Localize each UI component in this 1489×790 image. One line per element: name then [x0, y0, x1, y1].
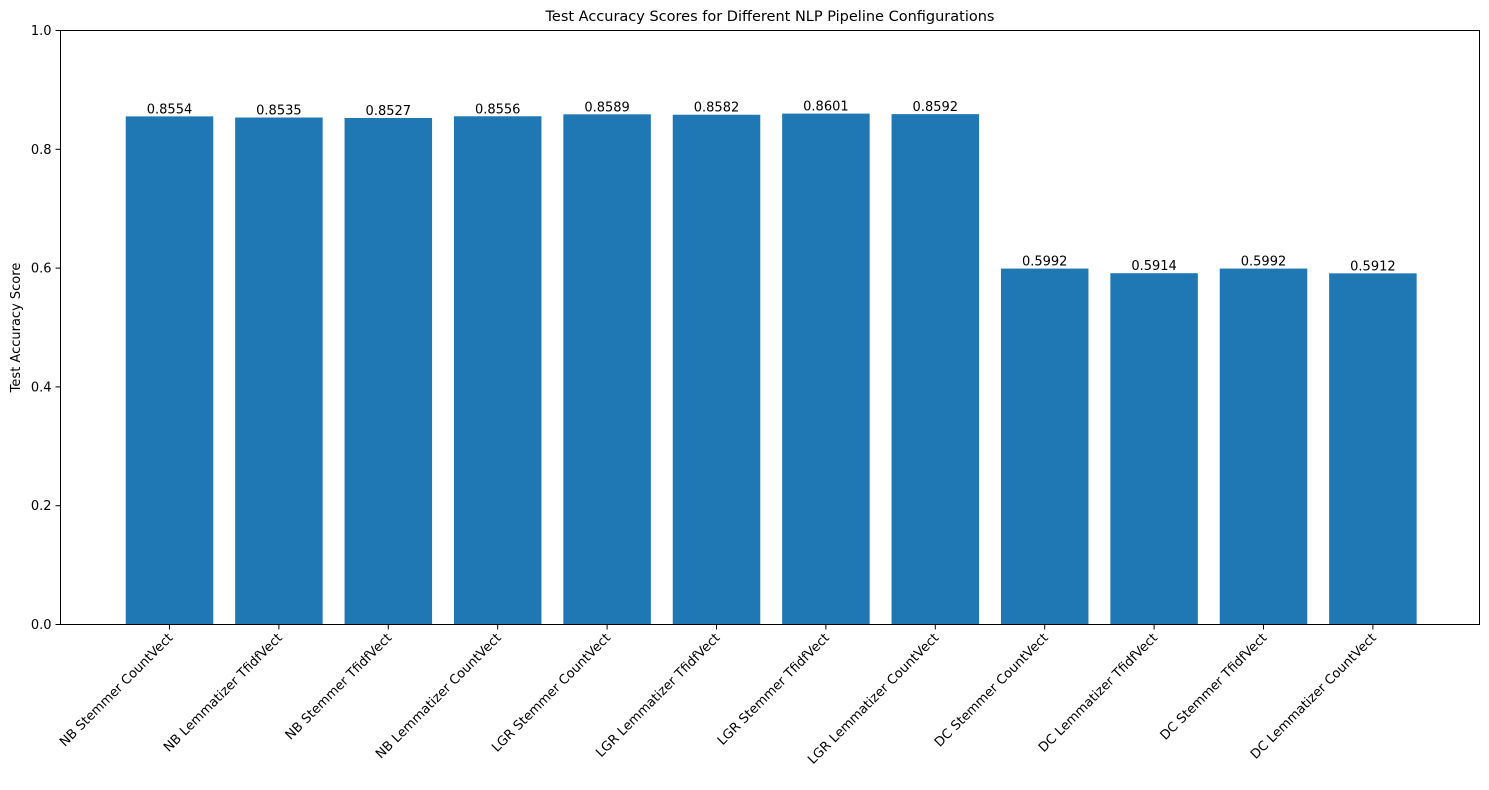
chart-title: Test Accuracy Scores for Different NLP P…	[545, 9, 995, 25]
bar	[453, 116, 542, 625]
x-tick-label: NB Lemmatizer CountVect	[373, 631, 504, 762]
bar	[782, 113, 870, 625]
bar-value-label: 0.5992	[1022, 255, 1068, 270]
y-tick-label: 0.6	[31, 262, 52, 277]
y-tick-label: 0.2	[31, 499, 52, 514]
bar-value-label: 0.8592	[913, 100, 959, 115]
y-axis-label: Test Accuracy Score	[9, 263, 24, 394]
x-tick-label: DC Lemmatizer TfidfVect	[1036, 631, 1161, 756]
bar-value-label: 0.8582	[694, 101, 740, 116]
bar-value-label: 0.8527	[366, 104, 412, 119]
value-labels-group: 0.8554 0.8535 0.8527 0.8556 0.8589 0.8582 0.86…	[147, 100, 1396, 275]
bars-group	[125, 113, 1417, 625]
y-tick-label: 1.0	[31, 24, 52, 39]
bar-value-label: 0.8535	[256, 104, 302, 119]
bar	[1000, 268, 1089, 625]
bar-value-label: 0.5912	[1350, 259, 1396, 274]
bar	[891, 114, 980, 625]
bar-value-label: 0.8601	[803, 100, 849, 115]
y-axis: 0.0 0.2 0.4 0.6 0.8 1.0	[31, 24, 61, 633]
x-tick-label: LGR Stemmer TfidfVect	[715, 631, 833, 749]
bar	[1329, 273, 1417, 625]
bar-value-label: 0.5914	[1131, 259, 1177, 274]
x-tick-label: NB Stemmer TfidfVect	[283, 631, 395, 743]
x-tick-label: DC Lemmatizer CountVect	[1248, 631, 1380, 763]
bar	[563, 114, 651, 625]
bar-value-label: 0.5992	[1241, 255, 1287, 270]
bar	[125, 116, 214, 625]
y-tick-label: 0.4	[31, 380, 52, 395]
bar-value-label: 0.8556	[475, 102, 521, 117]
x-tick-label: LGR Lemmatizer TfidfVect	[593, 631, 723, 761]
bar	[1110, 273, 1198, 625]
x-tick-label: DC Stemmer CountVect	[932, 631, 1052, 751]
bar	[672, 114, 761, 625]
plot-frame	[60, 30, 1480, 625]
bar-value-label: 0.8554	[147, 102, 193, 117]
bar	[1219, 268, 1308, 625]
x-tick-label: NB Lemmatizer TfidfVect	[161, 631, 286, 756]
x-tick-label: LGR Lemmatizer CountVect	[805, 631, 942, 768]
bar-value-label: 0.8589	[584, 100, 630, 115]
x-tick-label: NB Stemmer CountVect	[57, 631, 176, 750]
y-tick-label: 0.0	[31, 618, 52, 633]
bar	[235, 117, 323, 625]
x-tick-label: LGR Stemmer CountVect	[489, 631, 614, 756]
bar	[344, 118, 433, 625]
x-tick-label: DC Stemmer TfidfVect	[1158, 631, 1271, 744]
y-tick-label: 0.8	[31, 143, 52, 158]
